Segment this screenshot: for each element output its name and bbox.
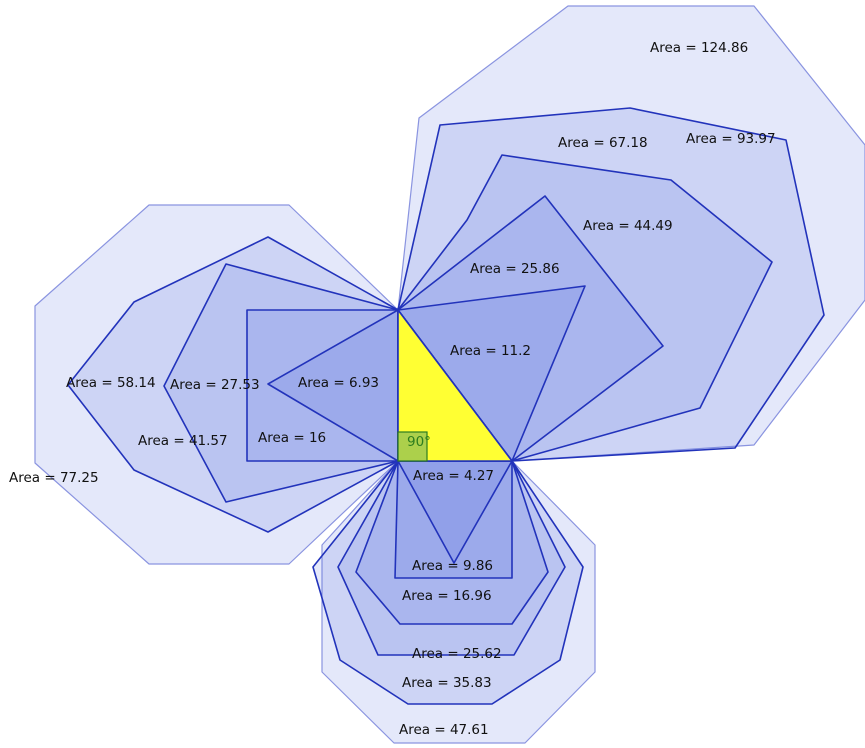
area-label: Area = 44.49 <box>583 218 673 234</box>
right-triangle <box>397 307 514 462</box>
area-label: Area = 35.83 <box>402 675 492 691</box>
area-label: Area = 9.86 <box>412 558 493 574</box>
area-label: Area = 25.62 <box>412 646 502 662</box>
area-label: Area = 77.25 <box>9 470 99 486</box>
right-angle-label: 90° <box>407 434 431 450</box>
left-octagon <box>34 204 399 565</box>
bottom-heptagon <box>312 460 584 705</box>
hypotenuse-area-labels: Area = 11.2 Area = 25.86 Area = 44.49 Ar… <box>450 40 776 359</box>
left-leg-area-labels: Area = 16 Area = 6.93 Area = 27.53 Area … <box>9 375 379 486</box>
area-label: Area = 11.2 <box>450 343 531 359</box>
area-label: Area = 27.53 <box>170 377 260 393</box>
right-angle-square <box>397 431 428 462</box>
area-label: Area = 6.93 <box>298 375 379 391</box>
hyp-hexagon <box>397 154 773 462</box>
area-label: Area = 124.86 <box>650 40 748 56</box>
bottom-leg-area-labels: Area = 4.27 Area = 9.86 Area = 16.96 Are… <box>399 468 502 738</box>
area-label: Area = 58.14 <box>66 375 156 391</box>
hypotenuse-polygons <box>397 5 865 462</box>
area-label: Area = 16 <box>258 430 326 446</box>
area-label: Area = 93.97 <box>686 131 776 147</box>
area-label: Area = 25.86 <box>470 261 560 277</box>
area-label: Area = 41.57 <box>138 433 228 449</box>
bottom-leg-polygons <box>312 460 596 744</box>
area-label: Area = 4.27 <box>413 468 494 484</box>
area-label: Area = 16.96 <box>402 588 492 604</box>
area-label: Area = 47.61 <box>399 722 489 738</box>
bottom-octagon <box>321 460 596 744</box>
right-angle-marker: 90° <box>397 431 431 462</box>
area-label: Area = 67.18 <box>558 135 648 151</box>
